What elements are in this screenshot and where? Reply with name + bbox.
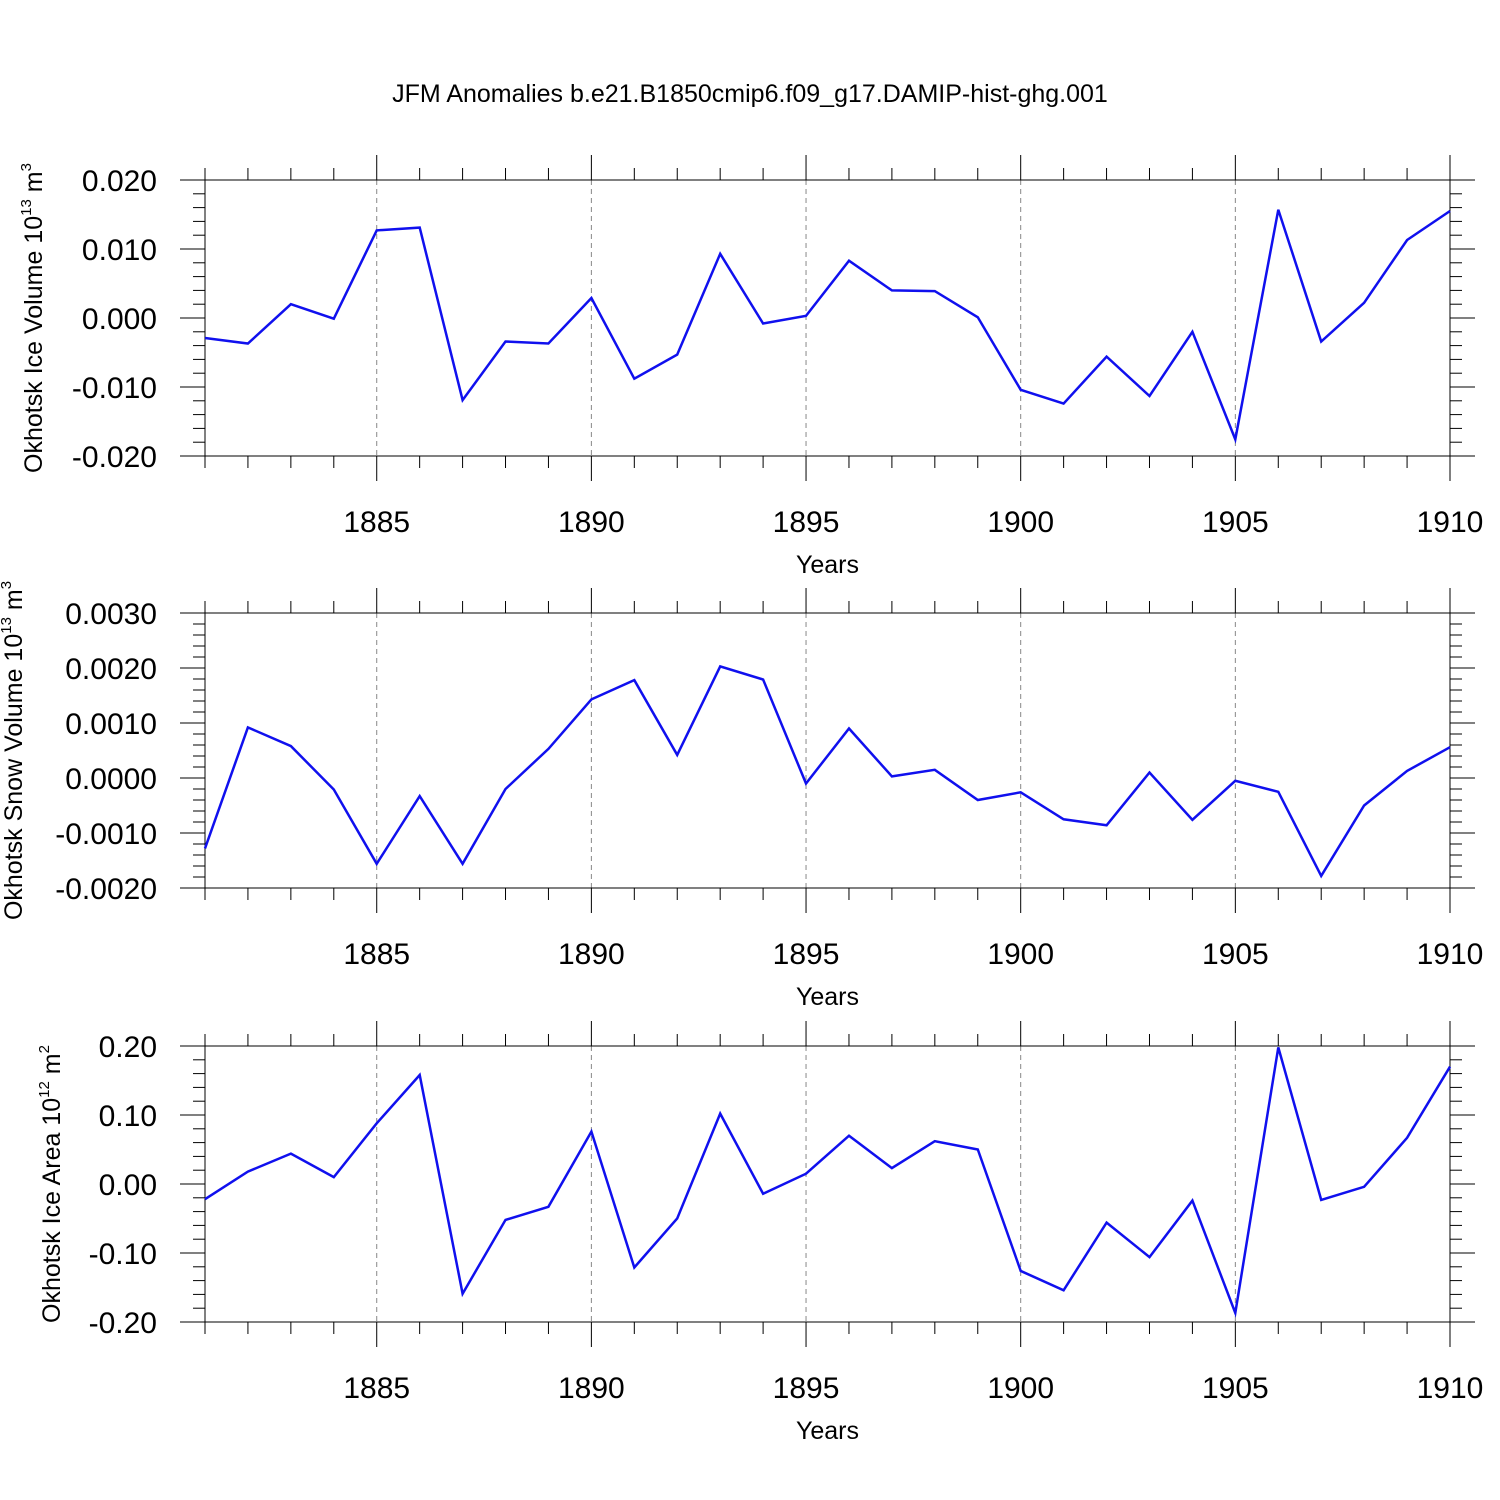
y-tick-label: -0.0010	[55, 818, 157, 851]
x-tick-label: 1900	[987, 938, 1054, 971]
y-tick-label: -0.020	[72, 441, 157, 474]
x-tick-label: 1895	[773, 1372, 840, 1405]
y-tick-label: 0.0010	[65, 708, 157, 741]
x-tick-label: 1890	[558, 1372, 625, 1405]
series-line	[203, 664, 1451, 879]
x-tick-label: 1890	[558, 506, 625, 539]
x-tick-label: 1900	[987, 1372, 1054, 1405]
y-tick-label: 0.020	[82, 165, 157, 198]
chart-panel-2: -0.0020 -0.0010 0.0000 0.0010 0.0020 0.0030 18…	[0, 581, 1483, 1011]
x-tick-label: 1905	[1202, 938, 1269, 971]
y-tick-label: 0.0020	[65, 653, 157, 686]
x-tick-label: 1885	[343, 938, 410, 971]
y-tick-label: 0.10	[99, 1100, 157, 1133]
x-axis-label: Years	[796, 1417, 859, 1445]
y-axis-label: Okhotsk Ice Area 1012 m2	[36, 1045, 66, 1323]
y-tick-label: -0.10	[89, 1238, 157, 1271]
plot-frame	[204, 179, 1451, 457]
x-tick-label: 1890	[558, 938, 625, 971]
plot-frame	[204, 612, 1451, 889]
x-axis-label: Years	[796, 551, 859, 579]
plot-frame	[204, 1045, 1451, 1323]
x-tick-label: 1885	[343, 506, 410, 539]
x-tick-label: 1905	[1202, 1372, 1269, 1405]
x-tick-label: 1895	[773, 506, 840, 539]
y-tick-label: 0.010	[82, 234, 157, 267]
y-axis-label: Okhotsk Snow Volume 1013 m3	[0, 581, 28, 920]
y-tick-label: 0.0000	[65, 763, 157, 796]
y-axis-label: Okhotsk Ice Volume 1013 m3	[18, 163, 48, 473]
figure-title: JFM Anomalies b.e21.B1850cmip6.f09_g17.D…	[392, 80, 1108, 108]
chart-panel-3: -0.20 -0.10 0.00 0.10 0.20 1885 1890 1895 1900 19…	[36, 1021, 1483, 1445]
series-line	[204, 1047, 1452, 1318]
x-tick-label: 1910	[1417, 938, 1484, 971]
y-tick-label: 0.20	[99, 1031, 157, 1064]
chart-panel-1: -0.020 -0.010 0.000 0.010 0.020 1885 1890 1895 1…	[18, 155, 1483, 579]
x-axis-label: Years	[796, 983, 859, 1011]
x-tick-label: 1895	[773, 938, 840, 971]
y-tick-label: -0.0020	[55, 873, 157, 906]
x-tick-label: 1910	[1417, 506, 1484, 539]
x-tick-label: 1900	[987, 506, 1054, 539]
x-tick-label: 1885	[343, 1372, 410, 1405]
x-tick-label: 1910	[1417, 1372, 1484, 1405]
y-tick-label: -0.010	[72, 372, 157, 405]
y-tick-label: 0.000	[82, 303, 157, 336]
y-tick-label: 0.0030	[65, 598, 157, 631]
series-line	[204, 209, 1451, 444]
y-tick-label: -0.20	[89, 1307, 157, 1340]
x-tick-label: 1905	[1202, 506, 1269, 539]
y-tick-label: 0.00	[99, 1169, 157, 1202]
